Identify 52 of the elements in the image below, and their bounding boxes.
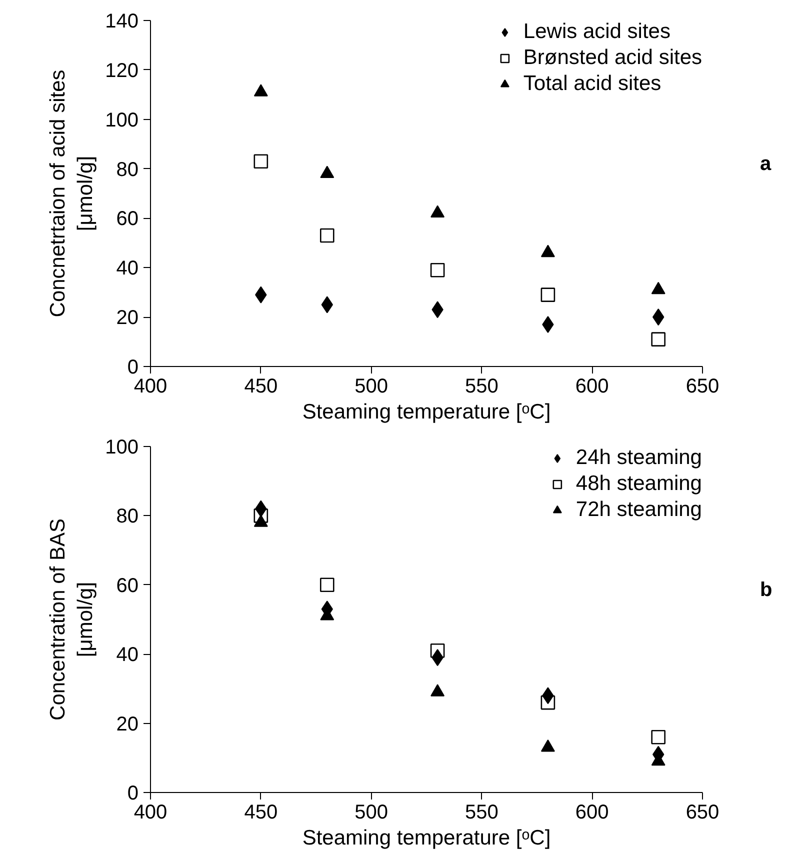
- y-axis-title: Concnetrtaion of acid sites [μmol/g]: [46, 70, 98, 318]
- point: [540, 288, 556, 302]
- point: [320, 228, 334, 243]
- x-tick-label: 400: [134, 802, 168, 824]
- y-tick-label: 20: [116, 713, 139, 736]
- text: b: [760, 578, 772, 603]
- point: [651, 332, 666, 346]
- x-tick-label: 600: [575, 376, 609, 398]
- legend-label: Lewis acid sites: [523, 20, 670, 44]
- x-axis-title: Steaming temperature [ᵒC]: [302, 400, 551, 424]
- point: [254, 508, 268, 523]
- x-tick-label: 550: [465, 802, 498, 824]
- x-tick-label: 450: [244, 376, 278, 398]
- legend-label: 24h steaming: [576, 446, 702, 470]
- point: [320, 166, 334, 178]
- y-tick-label: 40: [116, 644, 139, 666]
- legend-label: 48h steaming: [576, 472, 702, 496]
- text: a: [760, 152, 772, 177]
- x-tick-label: 650: [686, 802, 720, 824]
- y-tick-label: 0: [127, 356, 138, 378]
- y-tick-label: 100: [105, 436, 139, 458]
- point: [430, 262, 445, 278]
- y-tick-label: 0: [127, 782, 138, 804]
- point: [540, 695, 556, 710]
- y-tick-label: 140: [105, 10, 139, 32]
- y-axis-title: Concentration of BAS [μmol/g]: [46, 518, 98, 720]
- y-tick-label: 120: [105, 60, 139, 82]
- y-tick-label: 80: [116, 158, 139, 181]
- x-tick-label: 500: [354, 802, 388, 824]
- x-tick-label: 600: [575, 802, 609, 824]
- point: [430, 205, 445, 218]
- x-tick-label: 550: [465, 376, 498, 398]
- point: [540, 244, 555, 258]
- y-tick-label: 40: [116, 258, 139, 280]
- y-tick-label: 80: [116, 506, 139, 528]
- point: [254, 84, 268, 96]
- point: [651, 730, 666, 744]
- x-tick-label: 450: [244, 802, 278, 824]
- y-tick-label: 20: [116, 307, 139, 330]
- point: [430, 643, 445, 658]
- legend-label: 72h steaming: [576, 498, 702, 522]
- x-tick-label: 400: [134, 376, 168, 398]
- point: [320, 578, 334, 592]
- legend-label: Total acid sites: [523, 72, 662, 96]
- y-tick-label: 100: [105, 109, 139, 132]
- legend-label: Brønsted acid sites: [523, 46, 702, 70]
- x-tick-label: 500: [354, 376, 388, 398]
- x-tick-label: 650: [686, 376, 720, 398]
- x-axis-title: Steaming temperature [ᵒC]: [302, 826, 551, 850]
- y-tick-label: 60: [116, 208, 139, 230]
- point: [254, 154, 268, 169]
- y-tick-label: 60: [116, 574, 139, 597]
